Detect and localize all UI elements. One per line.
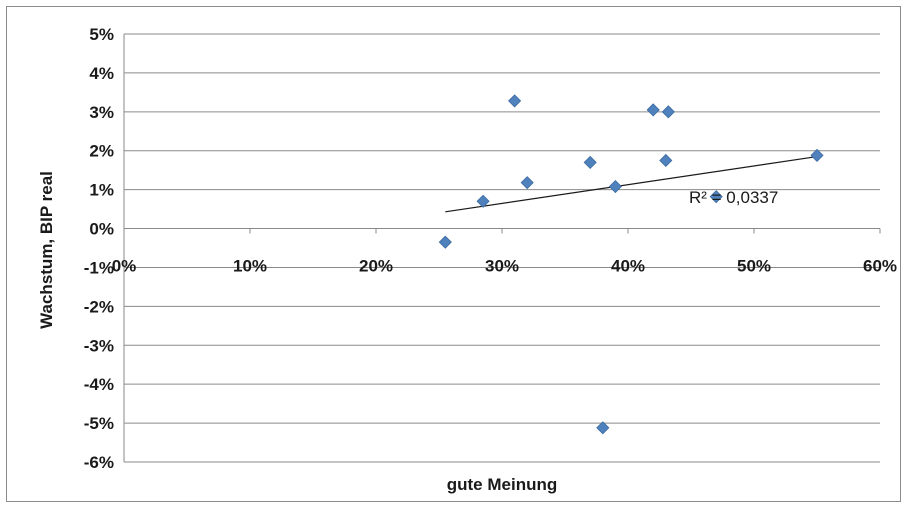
data-point: [810, 148, 824, 162]
x-tick-label: 30%: [485, 257, 519, 276]
x-tick-label: 0%: [112, 257, 137, 276]
data-point: [520, 176, 534, 190]
y-axis-title: Wachstum, BIP real: [37, 171, 56, 329]
y-tick-label: 4%: [89, 64, 114, 83]
y-tick-label: -6%: [84, 453, 114, 472]
data-point: [596, 421, 610, 435]
x-tick-label: 10%: [233, 257, 267, 276]
y-tick-label: 2%: [89, 142, 114, 161]
data-point: [646, 103, 660, 117]
x-tick-label: 60%: [863, 257, 897, 276]
x-tick-label: 20%: [359, 257, 393, 276]
data-points: [438, 94, 824, 435]
y-tick-labels: 5% 4% 3% 2% 1% 0% -1% -2% -3% -4% -5% -6%: [84, 25, 114, 472]
y-tick-label: -1%: [84, 258, 114, 277]
chart-frame: [6, 6, 901, 502]
y-tick-label: 3%: [89, 103, 114, 122]
x-axis-title: gute Meinung: [447, 475, 557, 494]
y-tick-label: 0%: [89, 220, 114, 239]
data-point: [709, 190, 723, 204]
data-point: [508, 94, 522, 108]
gridlines: [123, 33, 881, 463]
y-tick-label: -4%: [84, 375, 114, 394]
x-tick-label: 50%: [737, 257, 771, 276]
y-tick-label: -3%: [84, 336, 114, 355]
y-tick-label: -2%: [84, 297, 114, 316]
data-point: [608, 179, 622, 194]
data-point: [583, 155, 597, 169]
x-tick-labels: 0% 10% 20% 30% 40% 50% 60%: [112, 257, 897, 276]
data-point: [476, 194, 490, 208]
y-tick-label: -5%: [84, 414, 114, 433]
x-tick-label: 40%: [611, 257, 645, 276]
trendline: [445, 155, 818, 213]
r-squared-annotation: R² = 0,0337: [689, 188, 778, 207]
data-point: [438, 235, 452, 249]
data-point: [661, 105, 675, 119]
y-tick-label: 1%: [89, 181, 114, 200]
data-point: [659, 153, 673, 168]
y-tick-label: 5%: [89, 25, 114, 44]
trendline-group: [445, 155, 818, 213]
